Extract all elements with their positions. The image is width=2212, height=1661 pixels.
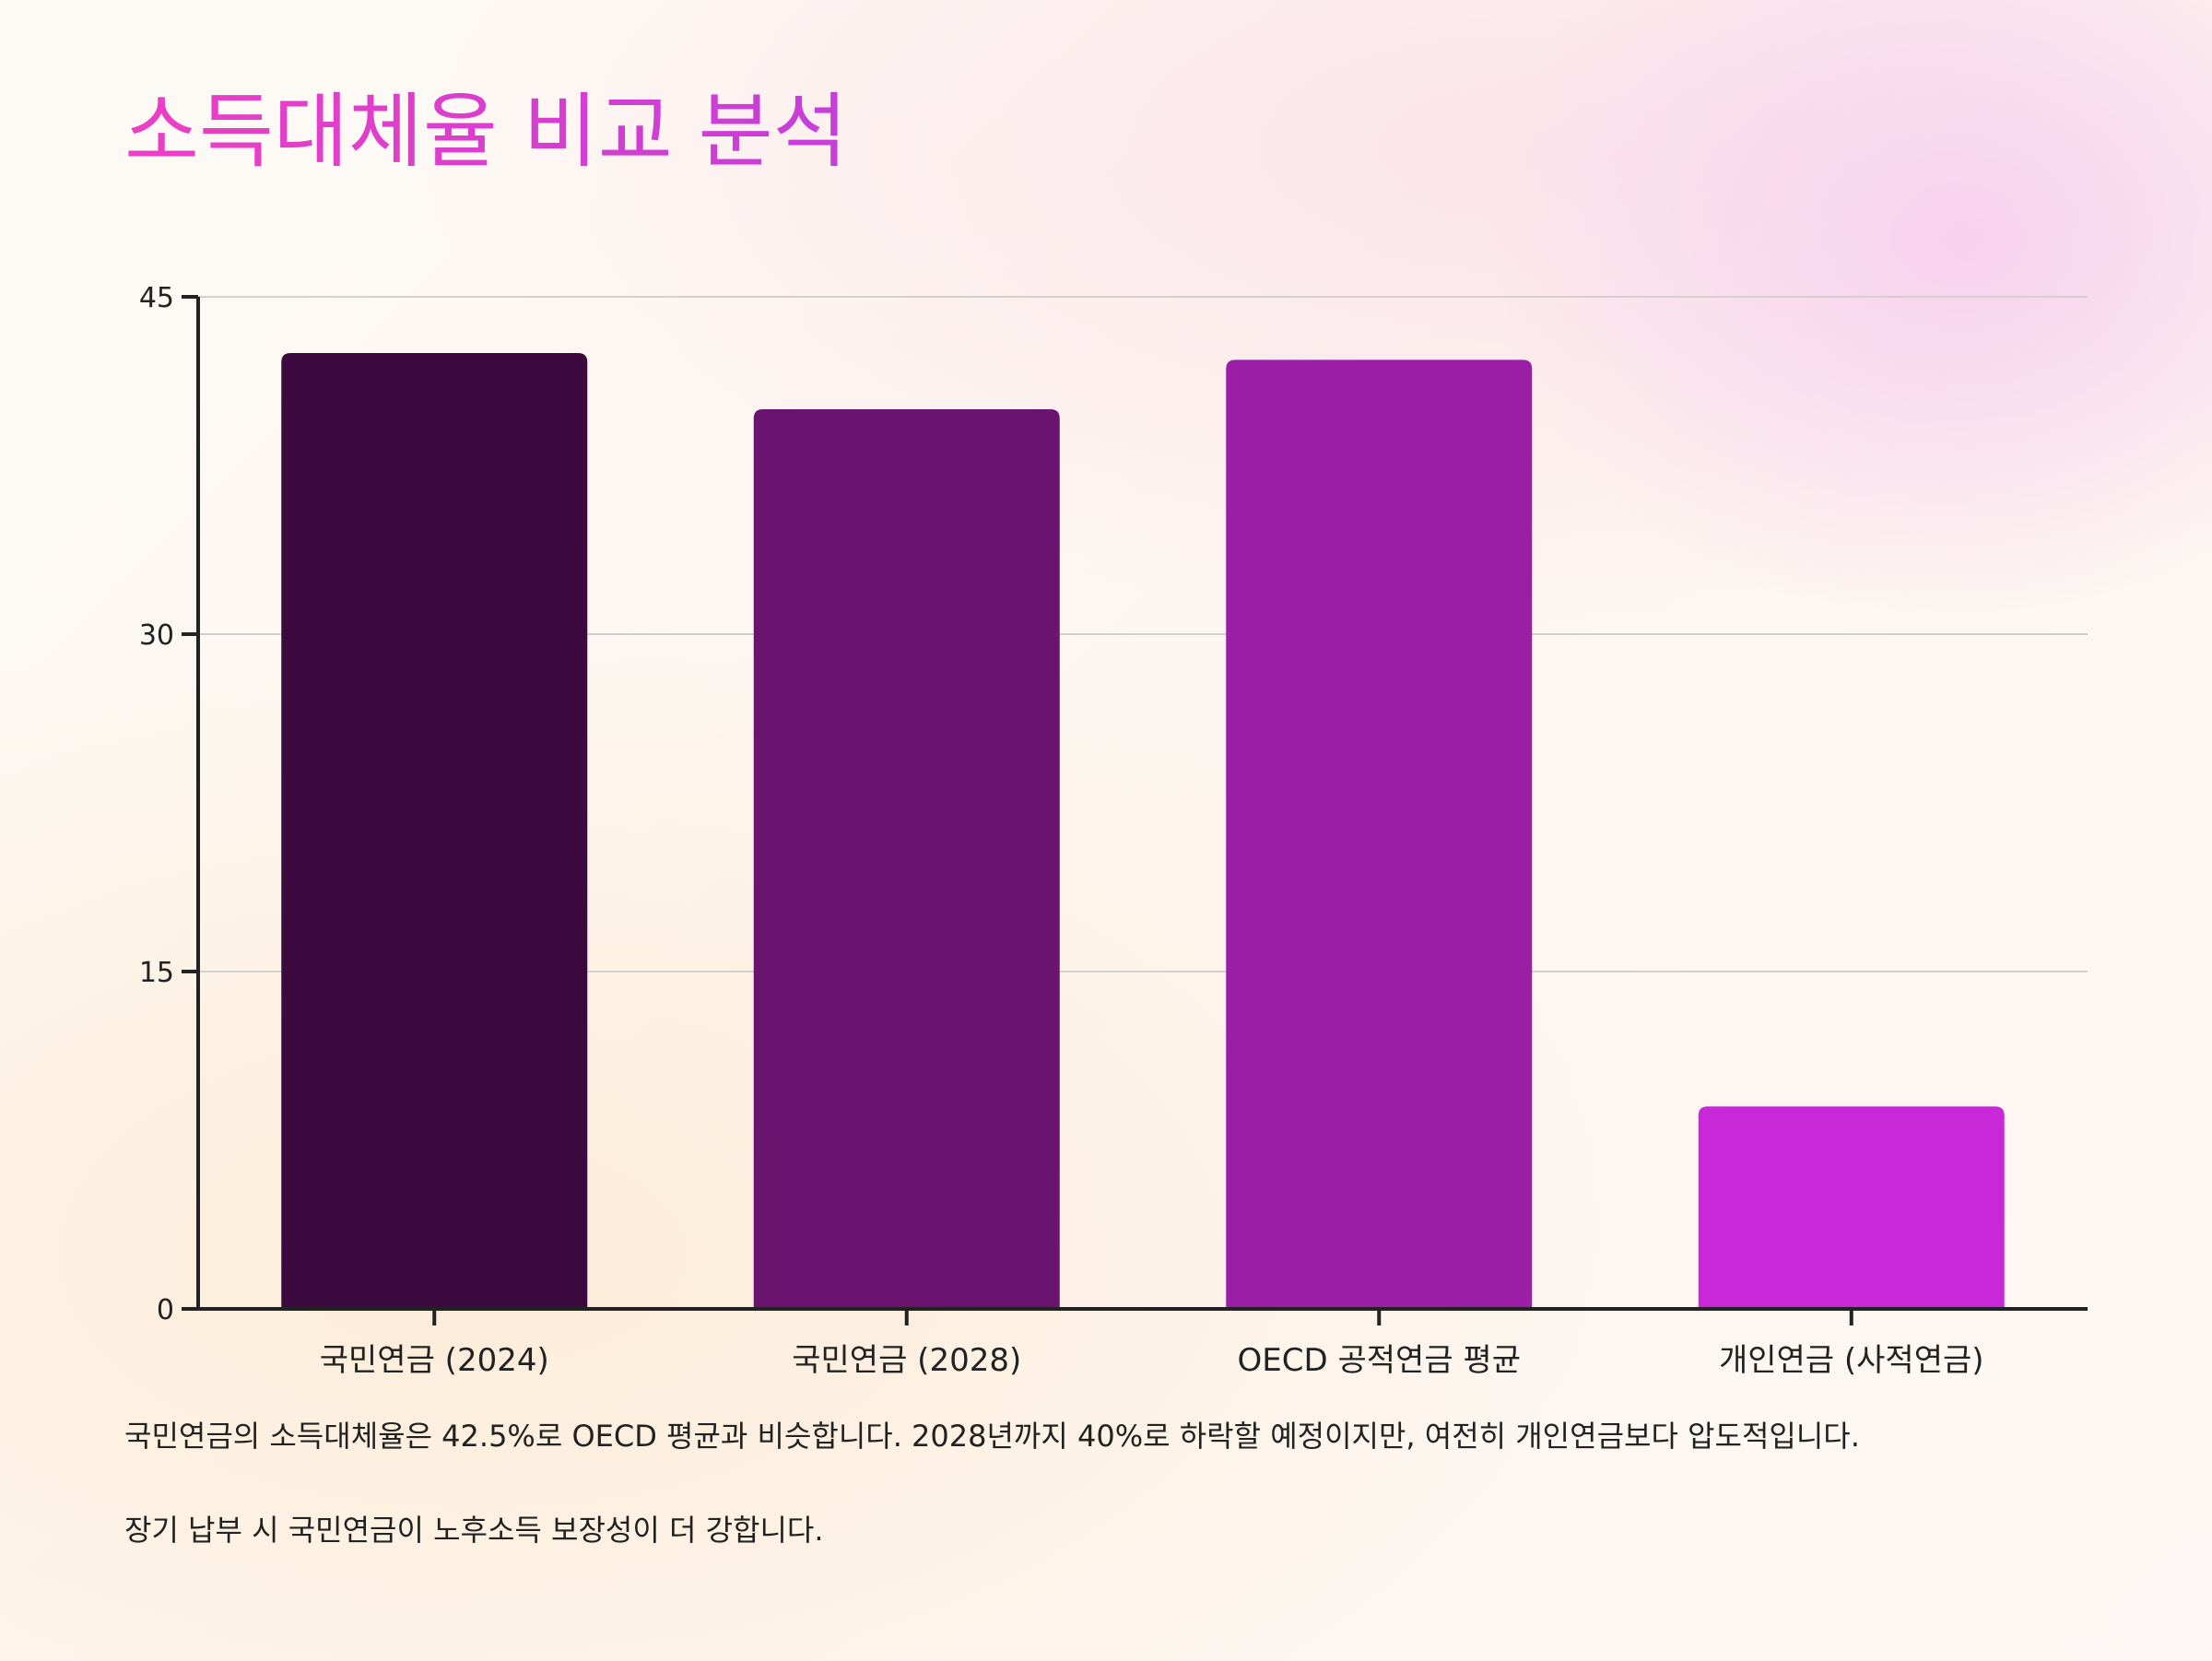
x-tick-label: OECD 공적연금 평균 [1238,1342,1521,1379]
bar [1698,1106,2005,1309]
x-tick-label: 국민연금 (2024) [320,1342,549,1379]
bar [753,409,1060,1309]
chart-note-1: 국민연금의 소득대체율은 42.5%로 OECD 평균과 비슷합니다. 2028… [124,1419,1860,1454]
page-title: 소득대체율 비교 분석 [124,84,848,179]
x-tick-label: 국민연금 (2028) [792,1342,1021,1379]
bar [281,353,588,1309]
x-tick-label: 개인연금 (사적연금) [1719,1342,1984,1379]
chart-note-2: 장기 납부 시 국민연금이 노후소득 보장성이 더 강합니다. [124,1513,824,1548]
bars [281,353,2005,1309]
y-tick-label: 0 [157,1294,174,1326]
axes [182,295,2088,1325]
axis-labels: 0 15 30 45 국민연금 (2024) 국민연금 (2028) OECD 공적연금 평… [139,282,1984,1379]
y-tick-label: 45 [139,282,174,314]
bar [1226,359,1533,1309]
y-tick-label: 30 [139,619,174,652]
y-tick-label: 15 [139,957,174,989]
